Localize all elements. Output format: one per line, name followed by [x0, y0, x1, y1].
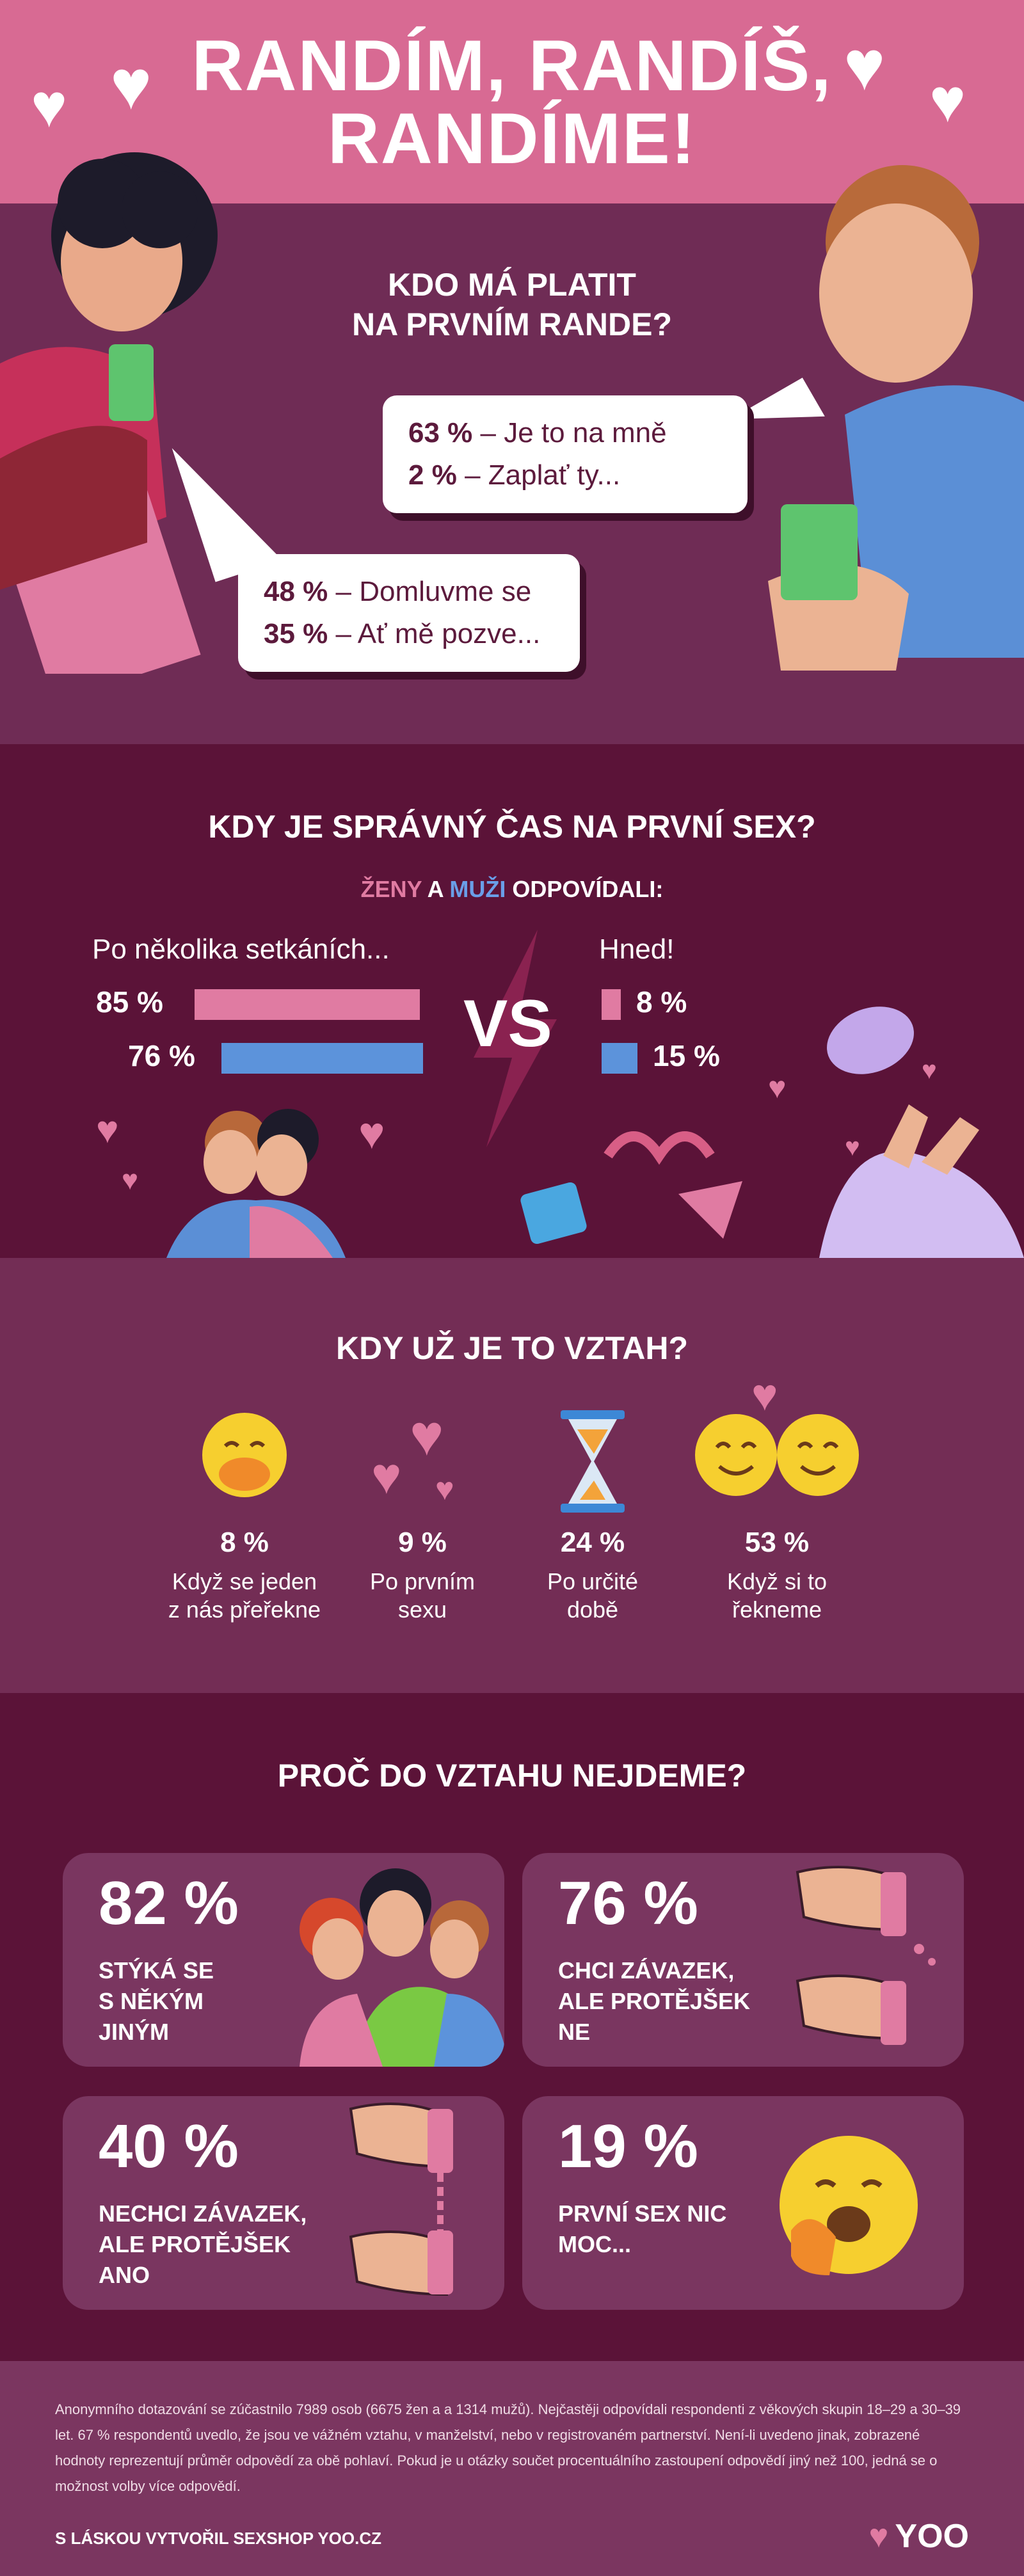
- left-women-value: 85 %: [96, 985, 163, 1019]
- reason-card: 76 % CHCI ZÁVAZEK, ALE PROTĚJŠEK NE: [522, 1853, 964, 2067]
- reason-card: 40 % NECHCI ZÁVAZEK, ALE PROTĚJŠEK ANO: [63, 2096, 504, 2310]
- credit-text: S LÁSKOU VYTVOŘIL SEXSHOP YOO.CZ: [55, 2529, 381, 2548]
- hourglass-icon: [561, 1410, 625, 1513]
- broken-handcuffs-illustration: [796, 1866, 936, 2045]
- left-answer-label: Po několika setkáních...: [92, 934, 390, 965]
- question-heading: KDO MÁ PLATIT NA PRVNÍM RANDE?: [0, 265, 1024, 344]
- left-men-value: 76 %: [128, 1039, 195, 1072]
- right-women-bar: [602, 989, 621, 1020]
- smiling-emojis-icon: ♥: [695, 1372, 859, 1496]
- three-people-illustration: [300, 1868, 504, 2067]
- handcuffs-illustration: [349, 2103, 453, 2296]
- heart-icon: ♥: [358, 1108, 385, 1158]
- right-men-value: 15 %: [653, 1039, 720, 1072]
- right-answer-label: Hned!: [599, 934, 675, 965]
- men-answers-bubble: 63 % – Je to na mně 2 % – Zaplať ty...: [383, 395, 748, 513]
- reason-value: 19 %: [558, 2112, 698, 2181]
- heart-icon: ♥: [96, 1108, 119, 1151]
- svg-text:♥: ♥: [845, 1133, 860, 1161]
- svg-text:♥: ♥: [371, 1447, 402, 1500]
- section-who-pays: KDO MÁ PLATIT NA PRVNÍM RANDE? 63 % – Je…: [0, 152, 1024, 744]
- women-answers-bubble: 48 % – Domluvme se 35 % – Ať mě pozve...: [238, 554, 580, 672]
- brand-logo[interactable]: ♥ YOO: [868, 2518, 969, 2555]
- answered-label: ODPOVÍDALI:: [512, 876, 664, 902]
- answer-text: Po určité době: [547, 1568, 639, 1623]
- answer-text: Po prvním sexu: [369, 1568, 476, 1623]
- answer-value: 53 %: [744, 1527, 810, 1558]
- answer-value: 8 %: [220, 1527, 269, 1558]
- svg-text:♥: ♥: [751, 1372, 778, 1420]
- reason-value: 76 %: [558, 1869, 698, 1937]
- left-women-bar: [195, 989, 420, 1020]
- answer-row: 48 % – Domluvme se: [264, 576, 532, 607]
- yawning-emoji-icon: [780, 2136, 918, 2275]
- woman-illustration: [0, 152, 218, 674]
- answer-text: Když si to řekneme: [726, 1568, 828, 1623]
- methodology-note: Anonymního dotazování se zúčastnilo 7989…: [55, 2401, 961, 2494]
- section-first-sex: KDY JE SPRÁVNÝ ČAS NA PRVNÍ SEX? ŽENY A …: [0, 744, 1024, 1258]
- answer-text: Když se jeden z nás přeřekne: [168, 1568, 321, 1623]
- heart-icon: ♥: [844, 26, 886, 105]
- reason-text: STÝKÁ SE S NĚKÝM JINÝM: [99, 1957, 214, 2045]
- heart-icon: ♥: [110, 45, 152, 124]
- reason-card: 82 % STÝKÁ SE S NĚKÝM JINÝM: [63, 1853, 504, 2067]
- answer-column: 24 % Po určité době: [497, 1410, 689, 1624]
- subtitle: ŽENY A MUŽI ODPOVÍDALI:: [0, 876, 1024, 903]
- reason-text: CHCI ZÁVAZEK, ALE PROTĚJŠEK NE: [558, 1957, 751, 2045]
- lightning-icon: [474, 930, 557, 1147]
- reason-card: 19 % PRVNÍ SEX NIC MOC...: [522, 2096, 964, 2310]
- question-line: NA PRVNÍM RANDE?: [351, 306, 673, 342]
- svg-text:♥: ♥: [768, 1071, 787, 1105]
- man-illustration: [768, 165, 1024, 671]
- answer-column: ♥ 53 % Když si to řekneme: [681, 1372, 873, 1624]
- reason-value: 40 %: [99, 2112, 239, 2181]
- answer-value: 24 %: [560, 1527, 625, 1558]
- question-heading: KDY UŽ JE TO VZTAH?: [335, 1330, 689, 1366]
- right-women-value: 8 %: [636, 985, 687, 1019]
- answer-row: 35 % – Ať mě pozve...: [264, 618, 541, 649]
- section-relationship: KDY UŽ JE TO VZTAH? 8 % Když se jeden z n…: [0, 1258, 1024, 1693]
- left-men-bar: [221, 1043, 423, 1074]
- reason-value: 82 %: [99, 1869, 239, 1937]
- men-label: MUŽI: [449, 876, 506, 902]
- right-men-bar: [602, 1043, 638, 1074]
- svg-text:♥: ♥: [435, 1471, 454, 1500]
- embarrassed-emoji-icon: [202, 1413, 287, 1497]
- title-line: RANDÍM, RANDÍŠ,: [191, 26, 833, 106]
- answer-value: 9 %: [398, 1527, 447, 1558]
- reason-text: PRVNÍ SEX NIC MOC...: [558, 2200, 727, 2257]
- title-line: RANDÍME!: [328, 99, 696, 179]
- heart-icon: ♥: [122, 1165, 139, 1196]
- question-heading: KDY JE SPRÁVNÝ ČAS NA PRVNÍ SEX?: [208, 809, 816, 845]
- answer-row: 2 % – Zaplať ty...: [408, 459, 621, 491]
- footer: Anonymního dotazování se zúčastnilo 7989…: [0, 2361, 1024, 2576]
- reason-text: NECHCI ZÁVAZEK, ALE PROTĚJŠEK ANO: [99, 2200, 307, 2288]
- question-line: KDO MÁ PLATIT: [388, 267, 636, 303]
- answer-column: ♥ ♥ ♥ 9 % Po prvním sexu: [326, 1410, 518, 1624]
- svg-text:♥: ♥: [410, 1410, 444, 1468]
- page-title: RANDÍM, RANDÍŠ, RANDÍME!: [0, 29, 1024, 175]
- heart-icon: ♥: [929, 67, 966, 135]
- question-heading: PROČ DO VZTAHU NEJDEME?: [277, 1758, 747, 1793]
- hearts-icon: ♥ ♥ ♥: [371, 1410, 454, 1500]
- section-why-not: PROČ DO VZTAHU NEJDEME? 82 % STÝKÁ SE S N…: [0, 1693, 1024, 2361]
- vs-label: VS: [463, 987, 552, 1061]
- women-label: ŽENY: [360, 876, 422, 902]
- hugging-couple-illustration: [166, 1109, 346, 1258]
- svg-text:♥: ♥: [922, 1056, 937, 1085]
- heart-icon: ♥: [31, 72, 67, 140]
- bedroom-clothes-illustration: ♥ ♥ ♥: [520, 1006, 1024, 1258]
- answer-row: 63 % – Je to na mně: [408, 417, 667, 449]
- answer-column: 8 % Když se jeden z nás přeřekne: [148, 1410, 340, 1624]
- heart-icon: ♥: [868, 2518, 889, 2555]
- and-label: A: [427, 876, 444, 902]
